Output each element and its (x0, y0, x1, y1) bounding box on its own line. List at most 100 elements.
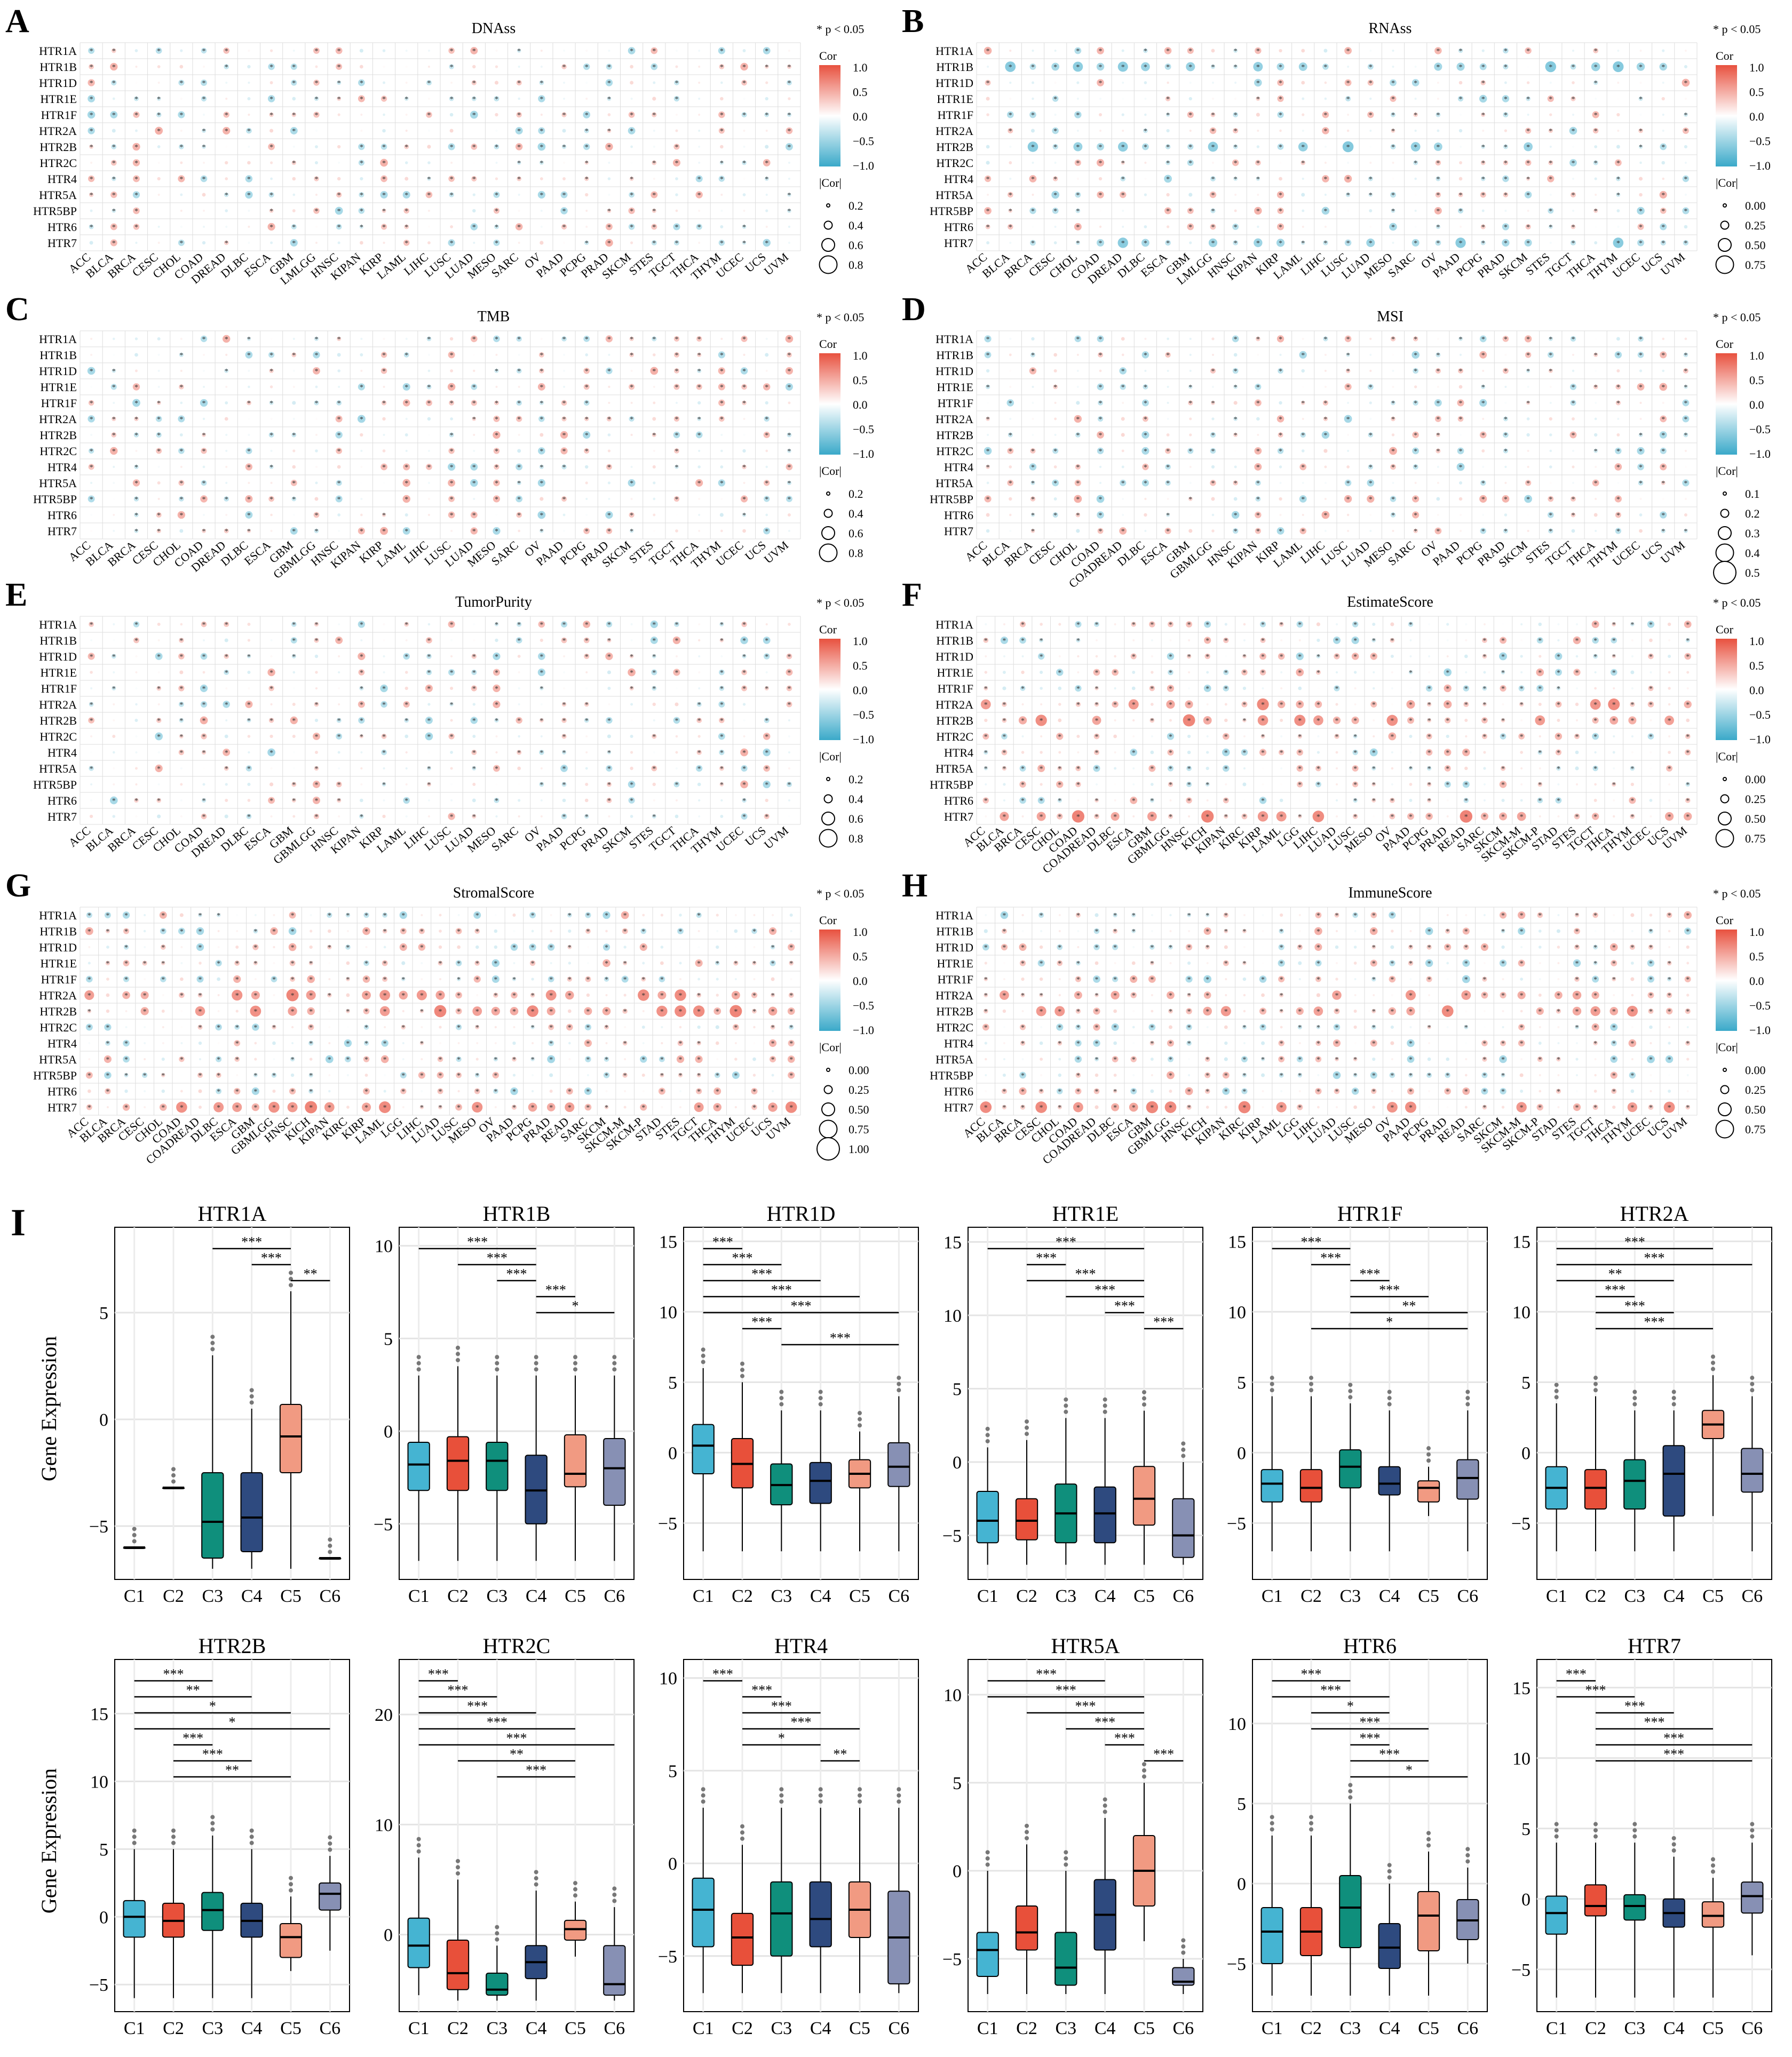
bubble (1335, 751, 1338, 754)
bubble (743, 434, 746, 436)
bubble (1369, 337, 1372, 340)
bubble (563, 482, 566, 484)
sig-star: * (675, 637, 678, 645)
bubble (1392, 162, 1394, 164)
sig-star: * (540, 480, 543, 488)
bubble (698, 162, 701, 164)
sig-star: * (495, 416, 498, 424)
sig-star: * (1211, 208, 1215, 216)
sig-star: * (1040, 653, 1043, 661)
sig-label: * p < 0.05 (1713, 311, 1761, 324)
sig-star: * (720, 781, 724, 789)
bubble (698, 50, 701, 52)
sig-star: * (1335, 717, 1339, 725)
bubble (495, 65, 498, 68)
bubble (1243, 799, 1246, 801)
bubble (89, 814, 93, 819)
bubble (1428, 623, 1431, 625)
sig-star: * (1279, 192, 1282, 200)
bubble (1188, 529, 1193, 533)
sig-star: * (360, 717, 363, 725)
bubble (90, 530, 93, 532)
sig-star: * (1504, 224, 1508, 232)
sig-star: * (1390, 717, 1394, 725)
bubble (1114, 799, 1116, 801)
bubble (338, 687, 340, 689)
bubble (180, 210, 183, 212)
sig-star: * (1414, 528, 1417, 536)
bubble (1189, 337, 1192, 340)
sig-star: * (1616, 384, 1620, 392)
bubble (788, 50, 790, 52)
row-label: HTR5A (39, 1053, 77, 1066)
bubble (1144, 338, 1147, 340)
bubble (380, 96, 387, 102)
sig-star: * (540, 96, 543, 104)
bubble (518, 687, 520, 689)
sig-star: * (247, 765, 251, 773)
bubble (1302, 226, 1304, 228)
sig-star: * (157, 797, 161, 805)
bubble (157, 639, 160, 641)
sig-star: * (1459, 464, 1463, 472)
sig-star: * (90, 621, 93, 629)
bubble (1009, 338, 1012, 340)
bubble (1549, 113, 1552, 116)
sig-star: * (1353, 749, 1357, 757)
sig-star: * (1053, 192, 1057, 200)
sig-star: * (1317, 701, 1320, 709)
sig-star: * (607, 144, 611, 152)
bubble (1032, 402, 1034, 404)
sig-star: * (1391, 208, 1395, 216)
sig-star: * (247, 176, 251, 184)
bubble (1009, 513, 1012, 517)
sig-star: * (1298, 813, 1302, 821)
bubble (585, 751, 588, 753)
sig-star: * (742, 813, 746, 821)
bubble (1481, 49, 1485, 52)
bubble (1076, 370, 1079, 372)
bubble (1031, 81, 1034, 84)
bubble (719, 513, 724, 517)
sig-star: * (1464, 749, 1468, 757)
sig-star: * (540, 416, 543, 424)
bubble (358, 143, 365, 150)
bubble (270, 513, 273, 517)
bubble (382, 417, 386, 421)
sig-star: * (1391, 192, 1395, 200)
bubble (1684, 225, 1688, 229)
bubble (585, 782, 589, 787)
sig-star: * (765, 47, 768, 55)
sig-star: * (1390, 637, 1394, 645)
bubble (427, 354, 430, 356)
sig-star: * (225, 528, 228, 536)
sig-star: * (1009, 112, 1012, 120)
sig-star: * (202, 400, 206, 408)
sig-star: * (272, 1072, 276, 1080)
sig-star: * (360, 144, 363, 152)
bubble (1211, 513, 1215, 517)
sig-star: * (720, 669, 724, 677)
sig-star: * (134, 160, 138, 168)
sig-star: * (1501, 717, 1505, 725)
sig-star: * (292, 480, 296, 488)
sig-star: * (1279, 144, 1282, 152)
sig-star: * (1234, 480, 1238, 488)
bubble (337, 145, 341, 149)
bubble (1369, 450, 1372, 452)
bubble (1211, 49, 1215, 53)
bubble (112, 735, 116, 738)
sig-star: * (1053, 512, 1057, 520)
bubble (113, 514, 115, 516)
bubble (1572, 81, 1575, 84)
sig-star: * (90, 224, 93, 232)
bubble (315, 481, 318, 485)
sig-star: * (1224, 733, 1228, 741)
sig-star: * (1612, 701, 1616, 709)
bubble (427, 799, 430, 801)
bubble (225, 226, 228, 228)
bubble (1257, 434, 1259, 436)
bubble (1280, 767, 1283, 769)
sig-star: * (1482, 733, 1486, 741)
sig-star: * (1612, 781, 1616, 789)
